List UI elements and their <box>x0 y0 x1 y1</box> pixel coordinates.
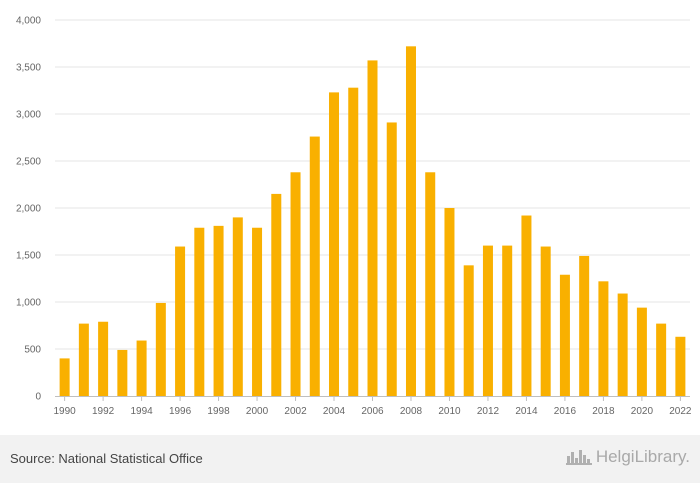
bar-2002[interactable] <box>290 172 301 396</box>
bar-1992[interactable] <box>98 321 109 396</box>
x-tick-label: 2010 <box>438 406 461 417</box>
bar-2013[interactable] <box>502 245 513 396</box>
bar-2007[interactable] <box>386 122 397 397</box>
bar-1998[interactable] <box>213 225 224 396</box>
x-tick-label: 2020 <box>631 406 654 417</box>
x-tick-label: 1996 <box>169 406 192 417</box>
x-tick-label: 2002 <box>284 406 307 417</box>
bar-2000[interactable] <box>252 227 263 396</box>
bar-1995[interactable] <box>155 302 166 396</box>
y-tick-label: 2,000 <box>16 204 41 215</box>
x-tick-label: 1992 <box>92 406 115 417</box>
bar-2010[interactable] <box>444 208 455 396</box>
bar-2011[interactable] <box>463 265 474 396</box>
y-tick-label: 1,000 <box>16 298 41 309</box>
x-tick-label: 2022 <box>669 406 692 417</box>
y-tick-label: 4,000 <box>16 16 41 27</box>
city-skyline-icon <box>565 450 592 465</box>
y-tick-label: 500 <box>24 345 41 356</box>
source-note: Source: National Statistical Office <box>10 451 203 466</box>
x-tick-label: 2016 <box>554 406 577 417</box>
bar-2012[interactable] <box>482 245 493 396</box>
bar-1997[interactable] <box>194 227 205 396</box>
y-tick-label: 0 <box>35 392 41 403</box>
bar-1996[interactable] <box>175 246 186 396</box>
bar-2018[interactable] <box>598 281 609 396</box>
x-tick-label: 2004 <box>323 406 346 417</box>
bar-2006[interactable] <box>367 60 378 397</box>
y-tick-label: 3,500 <box>16 63 41 74</box>
bar-2020[interactable] <box>636 307 647 396</box>
bar-2014[interactable] <box>521 215 532 396</box>
bar-1991[interactable] <box>78 323 89 396</box>
bar-2019[interactable] <box>617 293 628 396</box>
bar-2009[interactable] <box>425 172 436 396</box>
bar-2021[interactable] <box>656 323 667 396</box>
bar-2003[interactable] <box>309 136 320 396</box>
footer: Source: National Statistical Office Helg… <box>0 435 700 483</box>
bar-2008[interactable] <box>405 46 416 396</box>
bar-2015[interactable] <box>540 246 551 396</box>
logo-text: HelgiLibrary. <box>595 447 690 466</box>
bar-2001[interactable] <box>271 193 282 396</box>
bar-2022[interactable] <box>675 336 686 396</box>
bar-2016[interactable] <box>559 274 570 396</box>
x-tick-label: 2006 <box>361 406 384 417</box>
y-tick-label: 1,500 <box>16 251 41 262</box>
bar-1994[interactable] <box>136 340 147 396</box>
bar-chart: 0 500 1,000 1,500 2,000 2,500 3,000 3,500 4,000 1… <box>16 16 692 418</box>
helgi-library-logo[interactable]: HelgiLibrary. <box>565 447 690 467</box>
x-tick-label: 2012 <box>477 406 500 417</box>
x-tick-label: 2000 <box>246 406 269 417</box>
y-tick-label: 3,000 <box>16 110 41 121</box>
x-tick-label: 1990 <box>53 406 76 417</box>
x-tick-label: 2008 <box>400 406 423 417</box>
x-tick-label: 1994 <box>130 406 153 417</box>
bar-2004[interactable] <box>329 92 340 396</box>
bar-1990[interactable] <box>59 358 70 396</box>
y-tick-label: 2,500 <box>16 157 41 168</box>
bar-2017[interactable] <box>579 255 590 396</box>
bar-1993[interactable] <box>117 349 128 396</box>
bar-1999[interactable] <box>232 217 243 396</box>
x-tick-label: 2018 <box>592 406 615 417</box>
bar-2005[interactable] <box>348 87 359 397</box>
x-tick-label: 1998 <box>207 406 230 417</box>
x-tick-label: 2014 <box>515 406 538 417</box>
